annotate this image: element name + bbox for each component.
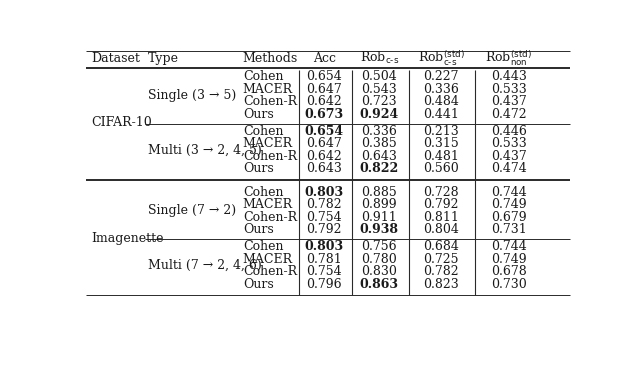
Text: 0.437: 0.437 [491,150,527,163]
Text: 0.782: 0.782 [423,265,459,278]
Text: Multi (3 → 2, 4, 5): Multi (3 → 2, 4, 5) [148,144,262,157]
Text: 0.481: 0.481 [423,150,459,163]
Text: Cohen: Cohen [243,185,284,199]
Text: Ours: Ours [243,277,273,291]
Text: 0.899: 0.899 [362,198,397,211]
Text: 0.803: 0.803 [305,185,344,199]
Text: Cohen-R: Cohen-R [243,150,297,163]
Text: 0.754: 0.754 [307,265,342,278]
Text: 0.654: 0.654 [307,70,342,84]
Text: 0.830: 0.830 [361,265,397,278]
Text: 0.533: 0.533 [491,137,527,150]
Text: 0.654: 0.654 [305,125,344,138]
Text: Cohen: Cohen [243,125,284,138]
Text: Ours: Ours [243,162,273,175]
Text: MACER: MACER [243,198,293,211]
Text: Cohen-R: Cohen-R [243,211,297,223]
Text: 0.647: 0.647 [307,137,342,150]
Text: Type: Type [148,52,179,65]
Text: 0.684: 0.684 [423,240,459,253]
Text: 0.804: 0.804 [423,223,459,236]
Text: 0.315: 0.315 [423,137,459,150]
Text: 0.780: 0.780 [361,253,397,266]
Text: Acc: Acc [312,52,335,65]
Text: Multi (7 → 2, 4, 6): Multi (7 → 2, 4, 6) [148,259,262,272]
Text: 0.643: 0.643 [306,162,342,175]
Text: 0.924: 0.924 [360,108,399,121]
Text: 0.744: 0.744 [491,240,527,253]
Text: Rob$_{\rm non}^{\rm (std)}$: Rob$_{\rm non}^{\rm (std)}$ [485,49,532,68]
Text: 0.679: 0.679 [491,211,526,223]
Text: 0.443: 0.443 [491,70,527,84]
Text: 0.754: 0.754 [307,211,342,223]
Text: 0.728: 0.728 [423,185,459,199]
Text: Rob$_{\rm c\text{-}s}$: Rob$_{\rm c\text{-}s}$ [360,50,399,66]
Text: 0.642: 0.642 [307,95,342,108]
Text: 0.336: 0.336 [361,125,397,138]
Text: Imagenette: Imagenette [91,231,163,245]
Text: 0.647: 0.647 [307,83,342,96]
Text: Cohen-R: Cohen-R [243,265,297,278]
Text: 0.474: 0.474 [491,162,527,175]
Text: Cohen: Cohen [243,240,284,253]
Text: 0.213: 0.213 [423,125,459,138]
Text: Single (7 → 2): Single (7 → 2) [148,204,236,217]
Text: 0.437: 0.437 [491,95,527,108]
Text: 0.796: 0.796 [307,277,342,291]
Text: MACER: MACER [243,137,293,150]
Text: Ours: Ours [243,223,273,236]
Text: 0.543: 0.543 [361,83,397,96]
Text: 0.911: 0.911 [361,211,397,223]
Text: 0.938: 0.938 [360,223,399,236]
Text: Rob$_{\rm c\text{-}s}^{\rm (std)}$: Rob$_{\rm c\text{-}s}^{\rm (std)}$ [418,49,465,68]
Text: 0.803: 0.803 [305,240,344,253]
Text: 0.642: 0.642 [307,150,342,163]
Text: 0.822: 0.822 [360,162,399,175]
Text: 0.731: 0.731 [491,223,527,236]
Text: 0.744: 0.744 [491,185,527,199]
Text: 0.782: 0.782 [307,198,342,211]
Text: 0.385: 0.385 [361,137,397,150]
Text: 0.756: 0.756 [362,240,397,253]
Text: 0.811: 0.811 [423,211,459,223]
Text: CIFAR-10: CIFAR-10 [91,116,152,129]
Text: 0.533: 0.533 [491,83,527,96]
Text: MACER: MACER [243,83,293,96]
Text: 0.504: 0.504 [361,70,397,84]
Text: 0.792: 0.792 [424,198,459,211]
Text: 0.781: 0.781 [307,253,342,266]
Text: 0.336: 0.336 [423,83,459,96]
Text: 0.723: 0.723 [362,95,397,108]
Text: 0.643: 0.643 [361,150,397,163]
Text: 0.792: 0.792 [307,223,342,236]
Text: Methods: Methods [243,52,298,65]
Text: Cohen: Cohen [243,70,284,84]
Text: 0.749: 0.749 [491,198,526,211]
Text: 0.446: 0.446 [491,125,527,138]
Text: Cohen-R: Cohen-R [243,95,297,108]
Text: Ours: Ours [243,108,273,121]
Text: 0.823: 0.823 [423,277,459,291]
Text: MACER: MACER [243,253,293,266]
Text: 0.863: 0.863 [360,277,399,291]
Text: 0.725: 0.725 [424,253,459,266]
Text: 0.730: 0.730 [491,277,527,291]
Text: 0.227: 0.227 [424,70,459,84]
Text: 0.472: 0.472 [491,108,526,121]
Text: 0.885: 0.885 [361,185,397,199]
Text: 0.484: 0.484 [423,95,459,108]
Text: 0.441: 0.441 [423,108,459,121]
Text: 0.749: 0.749 [491,253,526,266]
Text: Dataset: Dataset [91,52,140,65]
Text: Single (3 → 5): Single (3 → 5) [148,89,236,102]
Text: 0.560: 0.560 [423,162,459,175]
Text: 0.678: 0.678 [491,265,527,278]
Text: 0.673: 0.673 [305,108,344,121]
